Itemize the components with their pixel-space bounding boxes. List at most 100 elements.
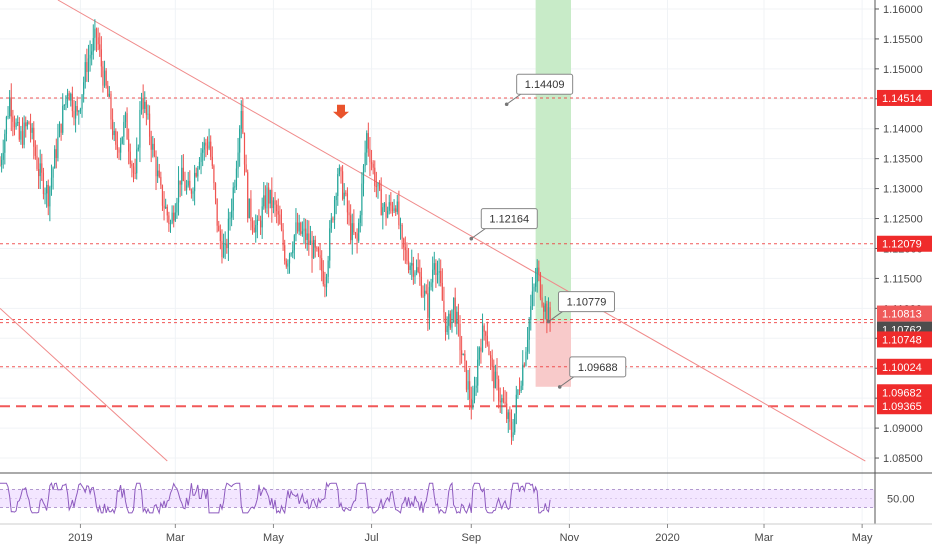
candle-body bbox=[366, 133, 368, 153]
candle-body bbox=[97, 37, 99, 45]
candle-body bbox=[427, 293, 429, 318]
candle-body bbox=[185, 185, 188, 191]
candle-body bbox=[79, 108, 82, 112]
time-axis[interactable]: 2019 Mar May Jul Sep Nov 2020 Mar May bbox=[68, 524, 873, 544]
candle-body bbox=[424, 290, 426, 297]
candle-body bbox=[444, 312, 447, 333]
candle-body bbox=[255, 224, 257, 233]
time-tick-label: Sep bbox=[461, 532, 481, 544]
price-tick-label: 1.13500 bbox=[883, 154, 923, 166]
callout-label: 1.09688 bbox=[578, 362, 618, 374]
candle-body bbox=[501, 398, 503, 403]
time-tick-label: May bbox=[263, 532, 284, 544]
candle-body bbox=[491, 357, 493, 367]
callout-box bbox=[480, 208, 538, 230]
candle-body bbox=[157, 170, 159, 177]
candle-body bbox=[391, 205, 394, 211]
candle-body bbox=[367, 133, 369, 149]
callout-label: 1.12164 bbox=[489, 214, 529, 226]
candle-body bbox=[546, 303, 548, 322]
price-tick-label: 1.15500 bbox=[883, 34, 923, 46]
price-tag-label: 1.10748 bbox=[882, 334, 922, 346]
callout-label: 1.14409 bbox=[525, 79, 565, 91]
candle-body bbox=[295, 222, 297, 236]
candle-body bbox=[309, 240, 312, 245]
candle-body bbox=[245, 164, 247, 173]
candle-body bbox=[279, 214, 281, 225]
candle-body bbox=[428, 287, 431, 318]
candle-body bbox=[4, 133, 6, 153]
candle-body bbox=[322, 271, 324, 285]
candle-body bbox=[264, 195, 266, 209]
candle-body bbox=[74, 106, 77, 119]
horizontal-levels bbox=[0, 97, 875, 408]
candle-body bbox=[470, 398, 472, 409]
candle-body bbox=[396, 201, 398, 212]
candle-body bbox=[406, 250, 408, 262]
candle-body bbox=[314, 239, 316, 248]
candle-body bbox=[348, 212, 350, 216]
price-tag bbox=[877, 358, 932, 375]
candle-body bbox=[268, 187, 270, 204]
candle-body bbox=[54, 149, 56, 169]
candle-body bbox=[361, 183, 363, 216]
candle-body bbox=[377, 182, 379, 187]
candle-body bbox=[86, 62, 88, 72]
candle-body bbox=[243, 132, 246, 165]
candle-body bbox=[499, 400, 501, 403]
candle-body bbox=[39, 163, 41, 177]
candle-body bbox=[213, 165, 215, 184]
candle-body bbox=[25, 122, 27, 127]
candle-body bbox=[161, 185, 164, 206]
candle-body bbox=[514, 413, 516, 433]
candle-body bbox=[153, 143, 156, 157]
candle-body bbox=[148, 113, 151, 137]
candle-body bbox=[390, 202, 392, 206]
candle-body bbox=[65, 96, 67, 105]
candle-body bbox=[102, 66, 104, 86]
candle-body bbox=[488, 344, 490, 356]
candle-body bbox=[520, 385, 522, 391]
callout-anchor bbox=[546, 319, 551, 324]
candle-body bbox=[253, 227, 255, 233]
candle-body bbox=[325, 276, 328, 288]
price-tag bbox=[877, 384, 932, 401]
candle-body bbox=[461, 350, 463, 355]
callout-leader bbox=[506, 93, 521, 105]
time-tick-label: 2019 bbox=[68, 532, 92, 544]
candle-body bbox=[49, 187, 51, 207]
candle-body bbox=[454, 297, 456, 324]
candle-body bbox=[305, 228, 307, 240]
candle-body bbox=[198, 161, 201, 169]
candle-body bbox=[142, 98, 144, 109]
long-position-tool[interactable] bbox=[535, 0, 572, 387]
candle-body bbox=[311, 240, 313, 259]
candle-body bbox=[256, 219, 258, 225]
candle-body bbox=[274, 200, 276, 205]
callout-anchor bbox=[469, 236, 474, 241]
candle-body bbox=[330, 218, 332, 229]
candle-body bbox=[473, 387, 476, 401]
candle-body bbox=[155, 156, 157, 177]
candle-body bbox=[126, 113, 128, 140]
candle-body bbox=[313, 239, 315, 259]
candle-body bbox=[200, 152, 202, 162]
price-callouts: 1.14409 1.12164 1.10779 1.09688 bbox=[469, 73, 627, 389]
price-tick-label: 1.13000 bbox=[883, 184, 923, 196]
candle-body bbox=[139, 109, 141, 148]
candle-body bbox=[71, 93, 73, 112]
time-tick-label: Mar bbox=[755, 532, 774, 544]
candle-body bbox=[480, 347, 482, 352]
candle-body bbox=[5, 116, 8, 134]
candle-body bbox=[136, 149, 138, 174]
candle-body bbox=[407, 261, 410, 270]
candle-body bbox=[44, 193, 46, 195]
candle-body bbox=[351, 223, 353, 241]
candle-body bbox=[145, 101, 147, 115]
candle-body bbox=[214, 183, 217, 199]
candle-body bbox=[288, 254, 291, 264]
candle-body bbox=[452, 297, 455, 310]
time-tick-label: 2020 bbox=[655, 532, 679, 544]
candle-body bbox=[388, 202, 390, 211]
